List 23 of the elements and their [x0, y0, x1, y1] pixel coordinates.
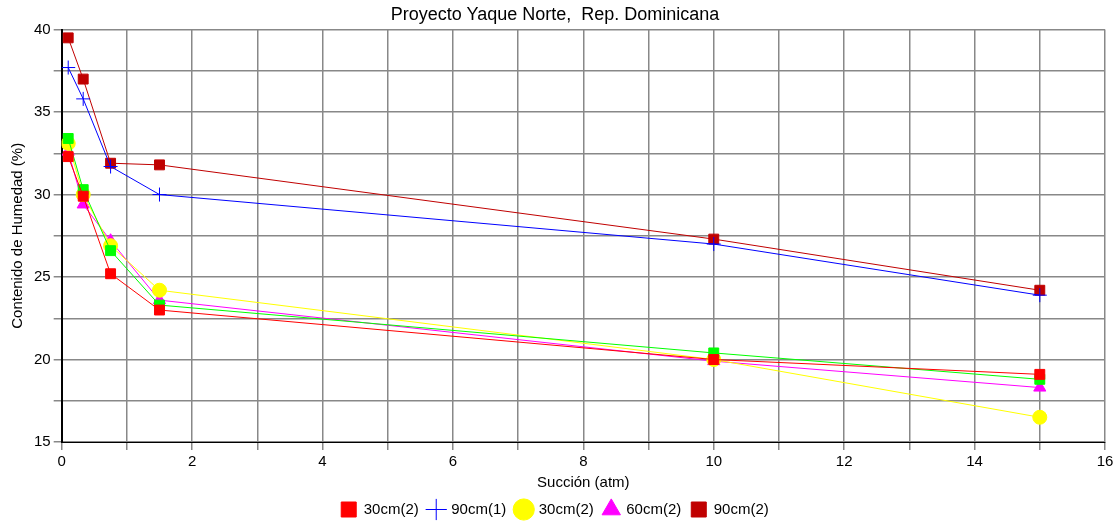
y-tick-label: 20 [34, 349, 51, 367]
x-tick-label: 8 [579, 452, 588, 470]
x-tick-label: 6 [448, 452, 458, 470]
legend-label: 30cm(2) [363, 499, 419, 517]
x-axis-title: Succión (atm) [537, 473, 630, 491]
x-tick-label: 14 [966, 452, 983, 470]
y-tick-label: 30 [34, 184, 51, 202]
legend-label: 90cm(1) [451, 499, 507, 517]
legend-label: 90cm(2) [713, 499, 769, 517]
legend-label: 60cm(2) [626, 499, 682, 517]
legend-label: 30cm(2) [538, 499, 594, 517]
x-tick-label: 12 [835, 452, 853, 470]
y-tick-label: 25 [34, 267, 51, 285]
y-tick-label: 35 [34, 102, 51, 120]
x-tick-label: 10 [705, 452, 723, 470]
y-tick-label: 15 [34, 432, 51, 450]
x-tick-label: 16 [1096, 452, 1114, 470]
x-tick-label: 2 [187, 452, 197, 470]
y-tick-label: 40 [34, 19, 51, 37]
chart-title: Proyecto Yaque Norte, Rep. Dominicana [390, 3, 721, 24]
x-tick-label: 4 [318, 452, 327, 470]
y-axis-title: Contenido de Humedad (%) [8, 142, 26, 329]
x-tick-label: 0 [57, 452, 66, 470]
